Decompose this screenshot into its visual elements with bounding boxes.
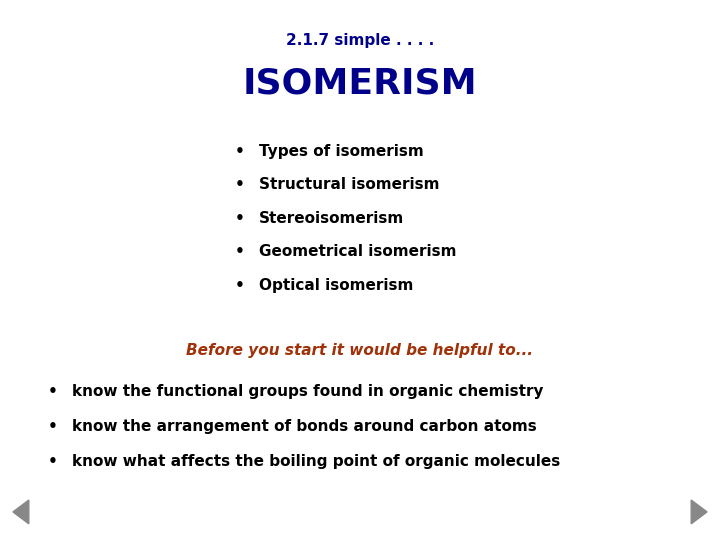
- Text: •: •: [235, 144, 245, 159]
- Text: Before you start it would be helpful to...: Before you start it would be helpful to.…: [186, 343, 534, 359]
- Text: Stereoisomerism: Stereoisomerism: [259, 211, 405, 226]
- Polygon shape: [13, 500, 29, 524]
- Text: Geometrical isomerism: Geometrical isomerism: [259, 244, 456, 259]
- Text: know the arrangement of bonds around carbon atoms: know the arrangement of bonds around car…: [72, 419, 536, 434]
- Text: Optical isomerism: Optical isomerism: [259, 278, 413, 293]
- Text: know the functional groups found in organic chemistry: know the functional groups found in orga…: [72, 384, 544, 399]
- Text: •: •: [48, 454, 58, 469]
- Polygon shape: [691, 500, 707, 524]
- Text: know what affects the boiling point of organic molecules: know what affects the boiling point of o…: [72, 454, 560, 469]
- Text: Structural isomerism: Structural isomerism: [259, 177, 440, 192]
- Text: •: •: [235, 278, 245, 293]
- Text: •: •: [235, 244, 245, 259]
- Text: •: •: [48, 419, 58, 434]
- Text: 2.1.7 simple . . . .: 2.1.7 simple . . . .: [286, 33, 434, 48]
- Text: Types of isomerism: Types of isomerism: [259, 144, 424, 159]
- Text: •: •: [235, 177, 245, 192]
- Text: ISOMERISM: ISOMERISM: [243, 67, 477, 100]
- Text: •: •: [48, 384, 58, 399]
- Text: •: •: [235, 211, 245, 226]
